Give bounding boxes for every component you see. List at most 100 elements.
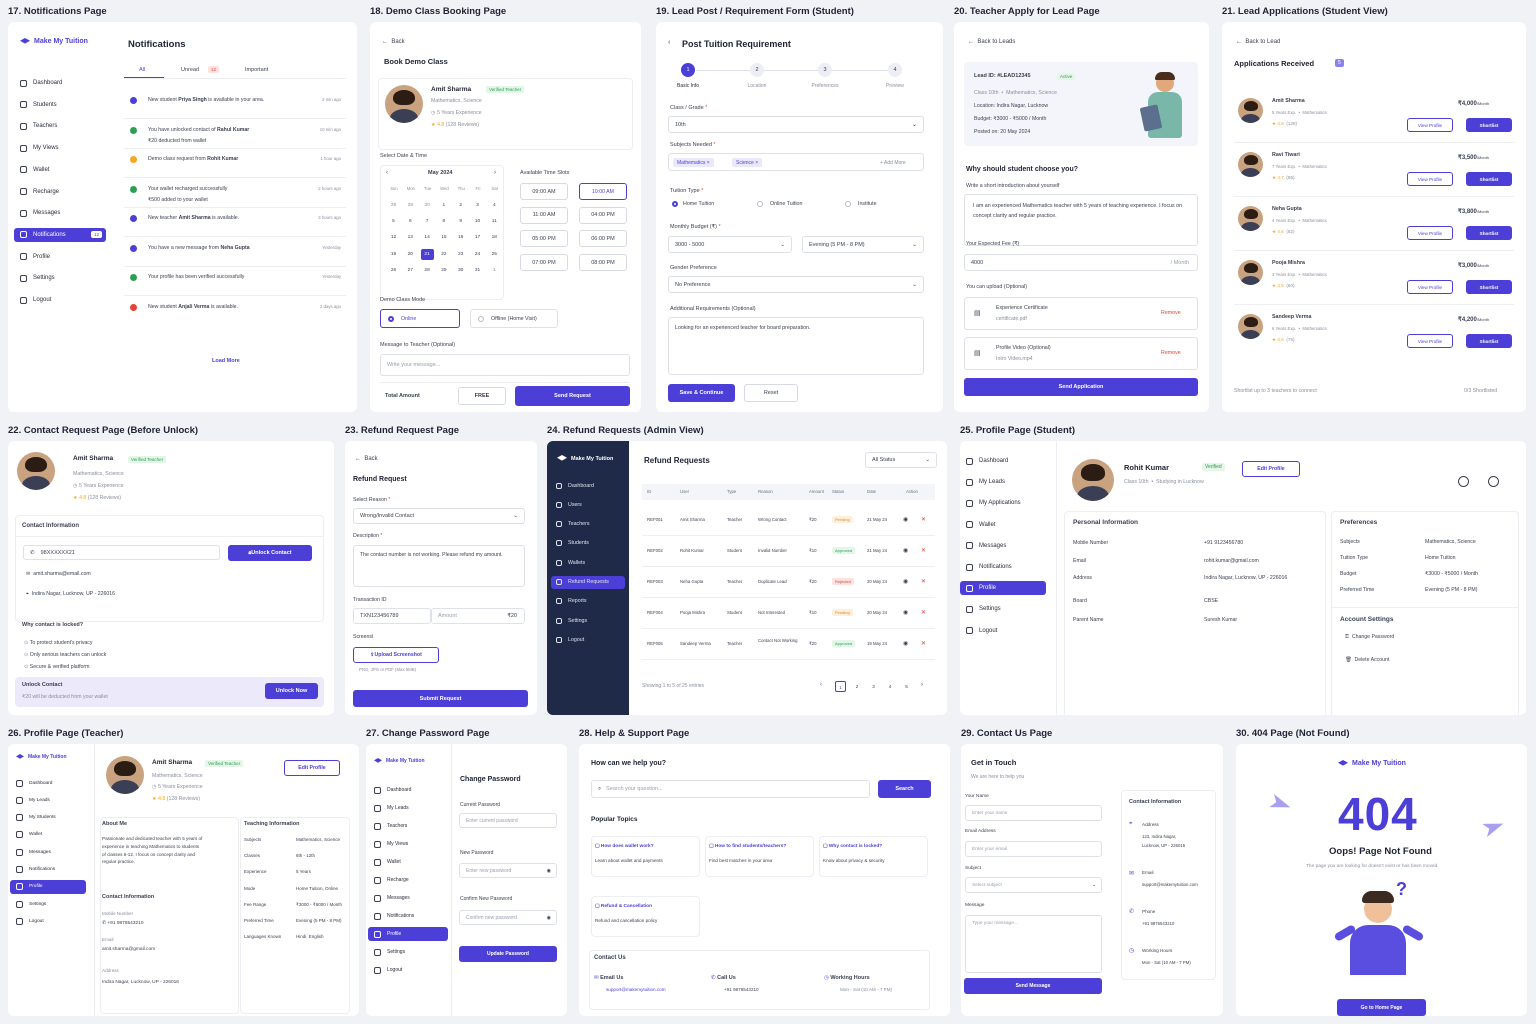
subjects-input[interactable] [668,153,924,171]
message-textarea[interactable]: Type your message... [965,915,1102,973]
nav-item-my-applications[interactable]: My Applications [960,496,1046,510]
prev-page-icon[interactable]: ‹ [820,682,822,688]
time-slot[interactable]: 05:00 PM [520,230,568,248]
calendar-date[interactable]: 1 [442,203,446,208]
nav-item-recharge[interactable]: Recharge [14,185,106,199]
subject-select[interactable]: Select subject ⌄ [965,877,1102,893]
calendar-date[interactable]: 1 [492,267,496,273]
page-number[interactable]: 2 [855,684,859,689]
calendar-date[interactable]: 26 [390,267,397,273]
calendar-date[interactable]: 3 [476,203,479,208]
step-number[interactable]: 4 [888,63,902,77]
nav-item-my-leads[interactable]: My Leads [960,475,1046,489]
calendar-date[interactable]: 15 [441,235,447,241]
nav-item-messages[interactable]: Messages [10,845,86,859]
calendar-date[interactable]: 5 [392,219,395,225]
change-password-link[interactable]: ⚿ Change Password [1345,634,1395,640]
brand-logo[interactable]: Make My Tuition [374,758,425,764]
calendar-date[interactable]: 24 [474,251,481,257]
nav-item-my-views[interactable]: My Views [368,837,448,851]
nav-item-settings[interactable]: Settings [960,602,1046,616]
nav-item-dashboard[interactable]: Dashboard [14,76,106,90]
reject-icon[interactable]: ✕ [921,548,927,554]
nav-item-notifications[interactable]: Notifications [10,863,86,877]
nav-item-messages[interactable]: Messages [368,891,448,905]
brand-logo[interactable]: Make My Tuition [1338,760,1406,767]
prev-month-icon[interactable]: ‹ [386,170,388,176]
calendar-date[interactable]: 20 [407,251,413,257]
send-request-button[interactable]: Send Request [515,386,630,406]
email-input[interactable]: Enter your email [965,841,1102,857]
calendar-date[interactable]: 13 [407,235,413,241]
status-filter[interactable]: All Status ⌄ [865,452,937,468]
view-icon[interactable]: ◉ [903,641,909,647]
nav-item-wallet[interactable]: Wallet [960,518,1046,532]
calendar-date[interactable]: 9 [459,219,463,225]
notification-text[interactable]: You have a new message from Neha Gupta [148,244,250,251]
topic-card[interactable] [819,836,928,877]
nav-item-messages[interactable]: Messages [14,206,106,220]
shortlist-button[interactable]: Shortlist [1466,226,1512,240]
nav-item-logout[interactable]: Logout [551,633,625,646]
mode-online[interactable] [380,309,460,328]
calendar-date[interactable]: 4 [492,203,496,208]
nav-item-teachers[interactable]: Teachers [14,119,106,133]
mode-offline[interactable] [470,309,558,328]
nav-item-dashboard[interactable]: Dashboard [368,783,448,797]
send-application-button[interactable]: Send Application [964,378,1198,396]
nav-item-settings[interactable]: Settings [14,271,106,285]
calendar-date[interactable]: 30 [458,267,464,273]
calendar-date[interactable]: 11 [491,219,497,225]
nav-item-my-students[interactable]: My Students [10,811,86,825]
submit-request-button[interactable]: Submit Request [353,690,528,707]
time-slot[interactable]: 06:00 PM [579,230,627,248]
tab-unread[interactable]: Unread [181,67,200,73]
calendar-date[interactable]: 21 [420,248,434,260]
view-profile-button[interactable]: View Profile [1407,280,1453,294]
calendar-date[interactable]: 27 [407,267,413,273]
txn-input[interactable]: TXN123456789 [353,608,431,624]
requirements-textarea[interactable] [668,317,924,375]
nav-item-wallet[interactable]: Wallet [14,163,106,177]
step-number[interactable]: 1 [681,63,695,77]
notification-text[interactable]: You have unlocked contact of Rahul Kumar [148,126,250,133]
nav-item-messages[interactable]: Messages [960,539,1046,553]
tab-important[interactable]: Important [245,67,269,73]
intro-textarea[interactable]: I am an experienced Mathematics teacher … [964,194,1198,246]
new-password-input[interactable]: Enter new password ◉ [459,863,557,878]
edit-profile-button[interactable]: Edit Profile [1242,461,1300,477]
calendar-date[interactable]: 2 [459,203,463,208]
reject-icon[interactable]: ✕ [921,579,927,585]
search-button[interactable]: Search [878,780,931,798]
view-icon[interactable]: ◉ [903,517,909,523]
upload-screenshot-button[interactable]: ⇪ Upload Screenshot [353,647,439,663]
notification-text[interactable]: Your profile has been verified successfu… [148,274,245,280]
calendar-date[interactable]: 25 [491,251,497,257]
time-slot[interactable]: 10:00 AM [579,183,627,200]
nav-item-wallet[interactable]: Wallet [368,855,448,869]
remove-file-button[interactable]: Remove [1161,350,1181,356]
calendar-date[interactable]: 10 [474,219,481,225]
user-circle-icon[interactable] [1488,476,1499,487]
home-button[interactable]: Go to Home Page [1337,999,1426,1016]
tab-all[interactable]: All [139,67,146,73]
topic-card[interactable] [705,836,814,877]
nav-item-users[interactable]: Users [551,498,625,511]
next-month-icon[interactable]: › [494,170,496,176]
nav-item-wallet[interactable]: Wallet [10,828,86,842]
next-page-icon[interactable]: › [921,682,923,688]
brand-logo[interactable]: Make My Tuition [16,754,67,760]
nav-item-logout[interactable]: Logout [960,624,1046,638]
nav-item-dashboard[interactable]: Dashboard [551,479,625,492]
calendar-date[interactable]: 17 [474,235,481,241]
nav-item-profile[interactable]: Profile [960,581,1046,596]
radio-institute[interactable] [845,201,851,207]
time-slot[interactable]: 04:00 PM [579,206,627,224]
unlock-now-button[interactable]: Unlock Now [265,683,318,699]
calendar-date[interactable]: 31 [474,267,481,273]
view-profile-button[interactable]: View Profile [1407,118,1453,132]
brand-logo[interactable]: Make My Tuition [557,455,613,462]
calendar-date[interactable]: 12 [390,235,397,241]
notification-text[interactable]: New student Anjali Verma is available. [148,303,238,310]
unlock-contact-button[interactable]: 🔒︎ Unlock Contact [228,545,312,561]
